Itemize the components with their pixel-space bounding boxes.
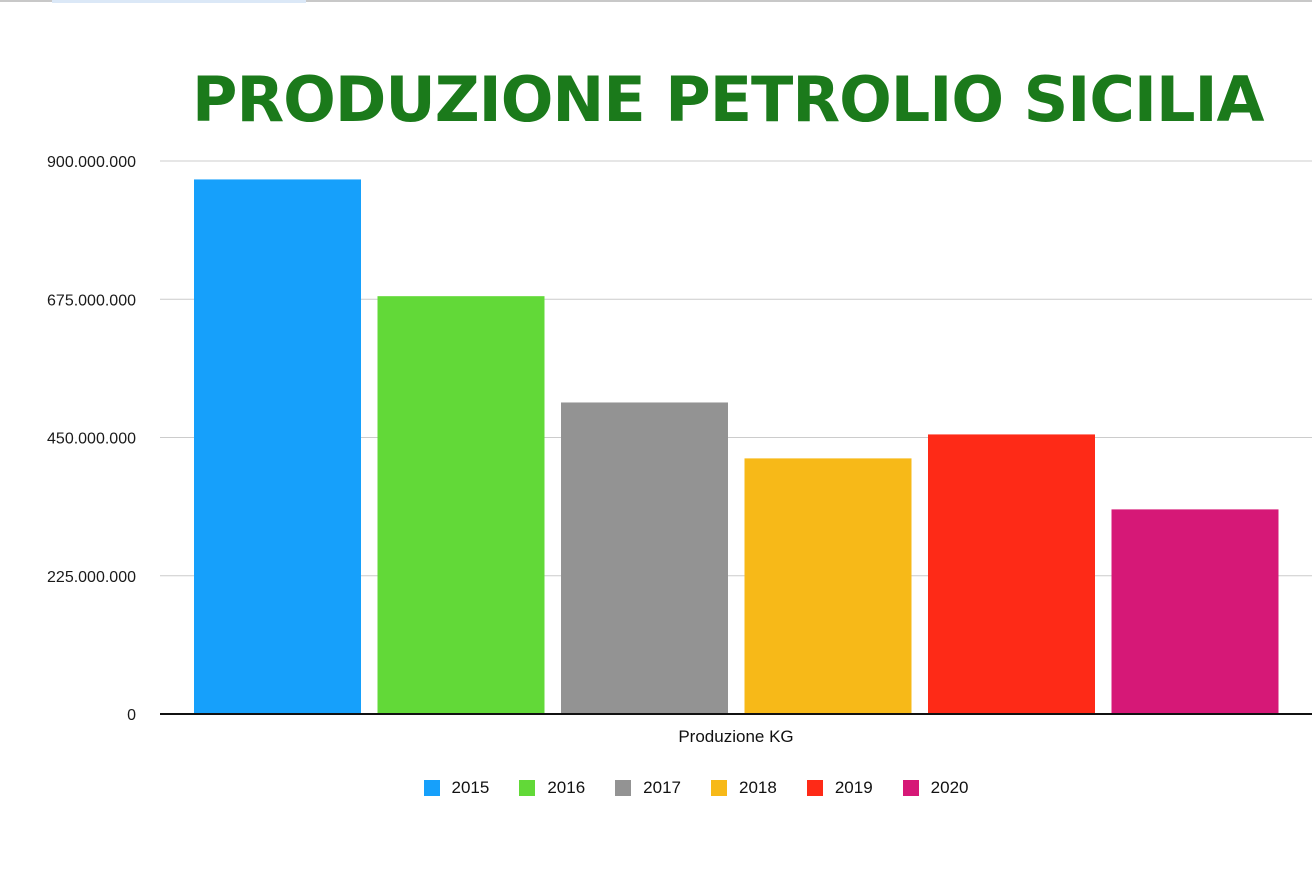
y-tick-label: 225.000.000	[47, 569, 136, 586]
legend-swatch	[806, 780, 823, 796]
legend-item-2015: 2015	[423, 778, 490, 798]
legend-item-2018: 2018	[711, 778, 777, 798]
legend-swatch	[902, 780, 919, 796]
legend-label: 2017	[643, 778, 681, 797]
y-tick-label: 675.000.000	[47, 292, 136, 309]
top-divider	[0, 0, 1312, 2]
top-selection-highlight	[52, 0, 306, 3]
bar-2016	[377, 296, 545, 714]
legend-item-2016: 2016	[519, 778, 585, 798]
y-tick-label: 0	[127, 707, 136, 724]
bar-2020	[1111, 509, 1279, 714]
x-axis-label: Produzione KG	[678, 727, 793, 746]
legend-label: 2015	[451, 778, 490, 797]
legend-label: 2020	[930, 778, 969, 797]
legend-swatch	[615, 780, 632, 796]
bar-2019	[928, 434, 1095, 714]
y-tick-label: 450.000.000	[47, 431, 136, 448]
legend-item-2017: 2017	[615, 778, 681, 798]
bar-2018	[744, 458, 912, 714]
legend-label: 2016	[547, 778, 586, 797]
legend-swatch	[519, 780, 536, 796]
chart-title: PRODUZIONE PETROLIO SICILIA	[192, 63, 1265, 136]
chart-legend: 2015 2016 2017 2018 2019 2020	[40, 778, 1312, 798]
legend-item-2020: 2020	[902, 778, 969, 798]
bar-2017	[561, 402, 728, 714]
legend-item-2019: 2019	[806, 778, 873, 798]
legend-label: 2018	[739, 778, 777, 797]
y-tick-label: 900.000.000	[47, 154, 136, 171]
bar-2015	[194, 179, 361, 714]
legend-swatch	[711, 780, 727, 796]
legend-label: 2019	[834, 778, 873, 797]
legend-swatch	[423, 780, 440, 796]
